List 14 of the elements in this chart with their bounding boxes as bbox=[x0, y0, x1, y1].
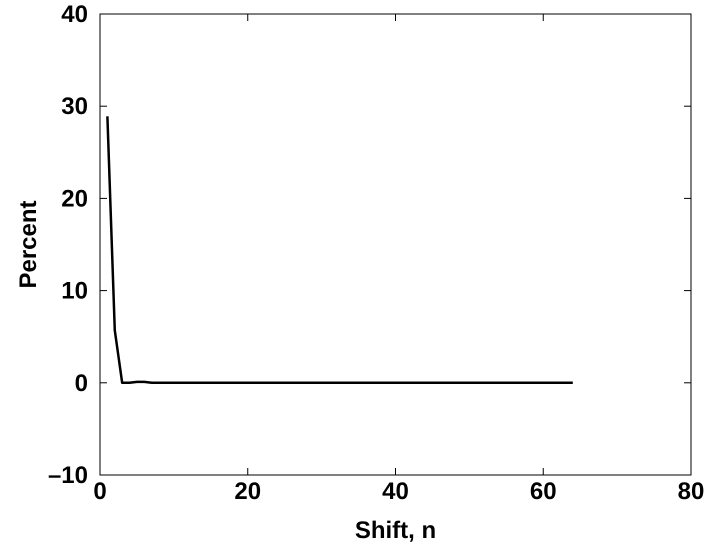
y-tick-label: 30 bbox=[61, 93, 88, 120]
y-tick-label: –10 bbox=[48, 462, 88, 489]
y-tick-label: 10 bbox=[61, 278, 88, 305]
y-tick-label: 40 bbox=[61, 1, 88, 28]
y-tick-label: 20 bbox=[61, 185, 88, 212]
x-axis-title: Shift, n bbox=[354, 517, 436, 544]
x-tick-label: 20 bbox=[234, 478, 262, 505]
x-tick-label: 40 bbox=[382, 478, 409, 505]
line-series bbox=[106, 115, 574, 384]
x-tick-label: 60 bbox=[530, 478, 557, 505]
y-tick-label: 0 bbox=[74, 370, 88, 397]
x-tick-label: 0 bbox=[93, 478, 107, 505]
y-axis-title: Percent bbox=[15, 200, 42, 289]
x-tick-label: 80 bbox=[678, 478, 704, 505]
